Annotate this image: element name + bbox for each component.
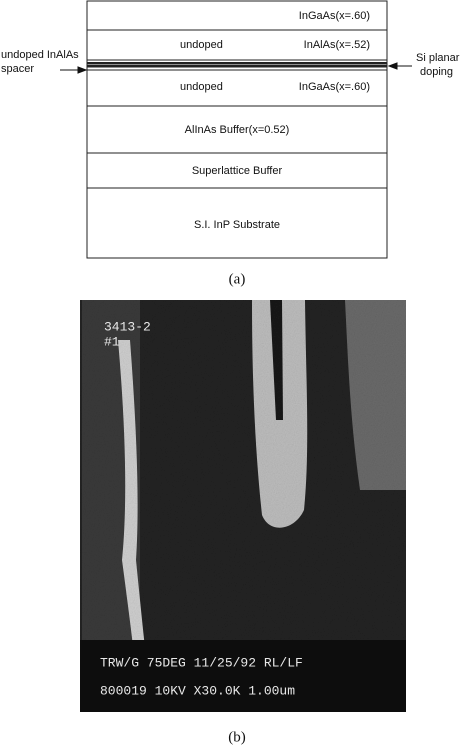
layer-label: undoped <box>180 81 223 93</box>
annotation: doping <box>420 66 453 78</box>
overlay-text: TRW/G 75DEG 11/25/92 RL/LF <box>100 655 303 670</box>
annotation: undoped InAlAs <box>1 49 79 61</box>
annotation: Si planar <box>416 52 460 64</box>
caption: (a) <box>229 271 246 287</box>
layer-label: AlInAs Buffer(x=0.52) <box>185 124 290 136</box>
layer-label: InAlAs(x=.52) <box>304 39 370 51</box>
layer-label: undoped <box>180 39 223 51</box>
layer-label: InGaAs(x=.60) <box>299 81 370 93</box>
layer-label: Superlattice Buffer <box>192 165 283 177</box>
overlay-text: 3413-2 <box>104 319 151 334</box>
overlay-text: #1 <box>104 334 120 349</box>
layer-label: InGaAs(x=.60) <box>299 10 370 22</box>
layer-label: S.I. InP Substrate <box>194 219 280 231</box>
overlay-text: 800019 10KV X30.0K 1.00um <box>100 683 295 698</box>
layer-stack <box>86 0 388 259</box>
arrow <box>60 62 412 74</box>
annotation: spacer <box>1 63 34 75</box>
caption: (b) <box>228 729 246 745</box>
sem-image <box>80 300 406 712</box>
